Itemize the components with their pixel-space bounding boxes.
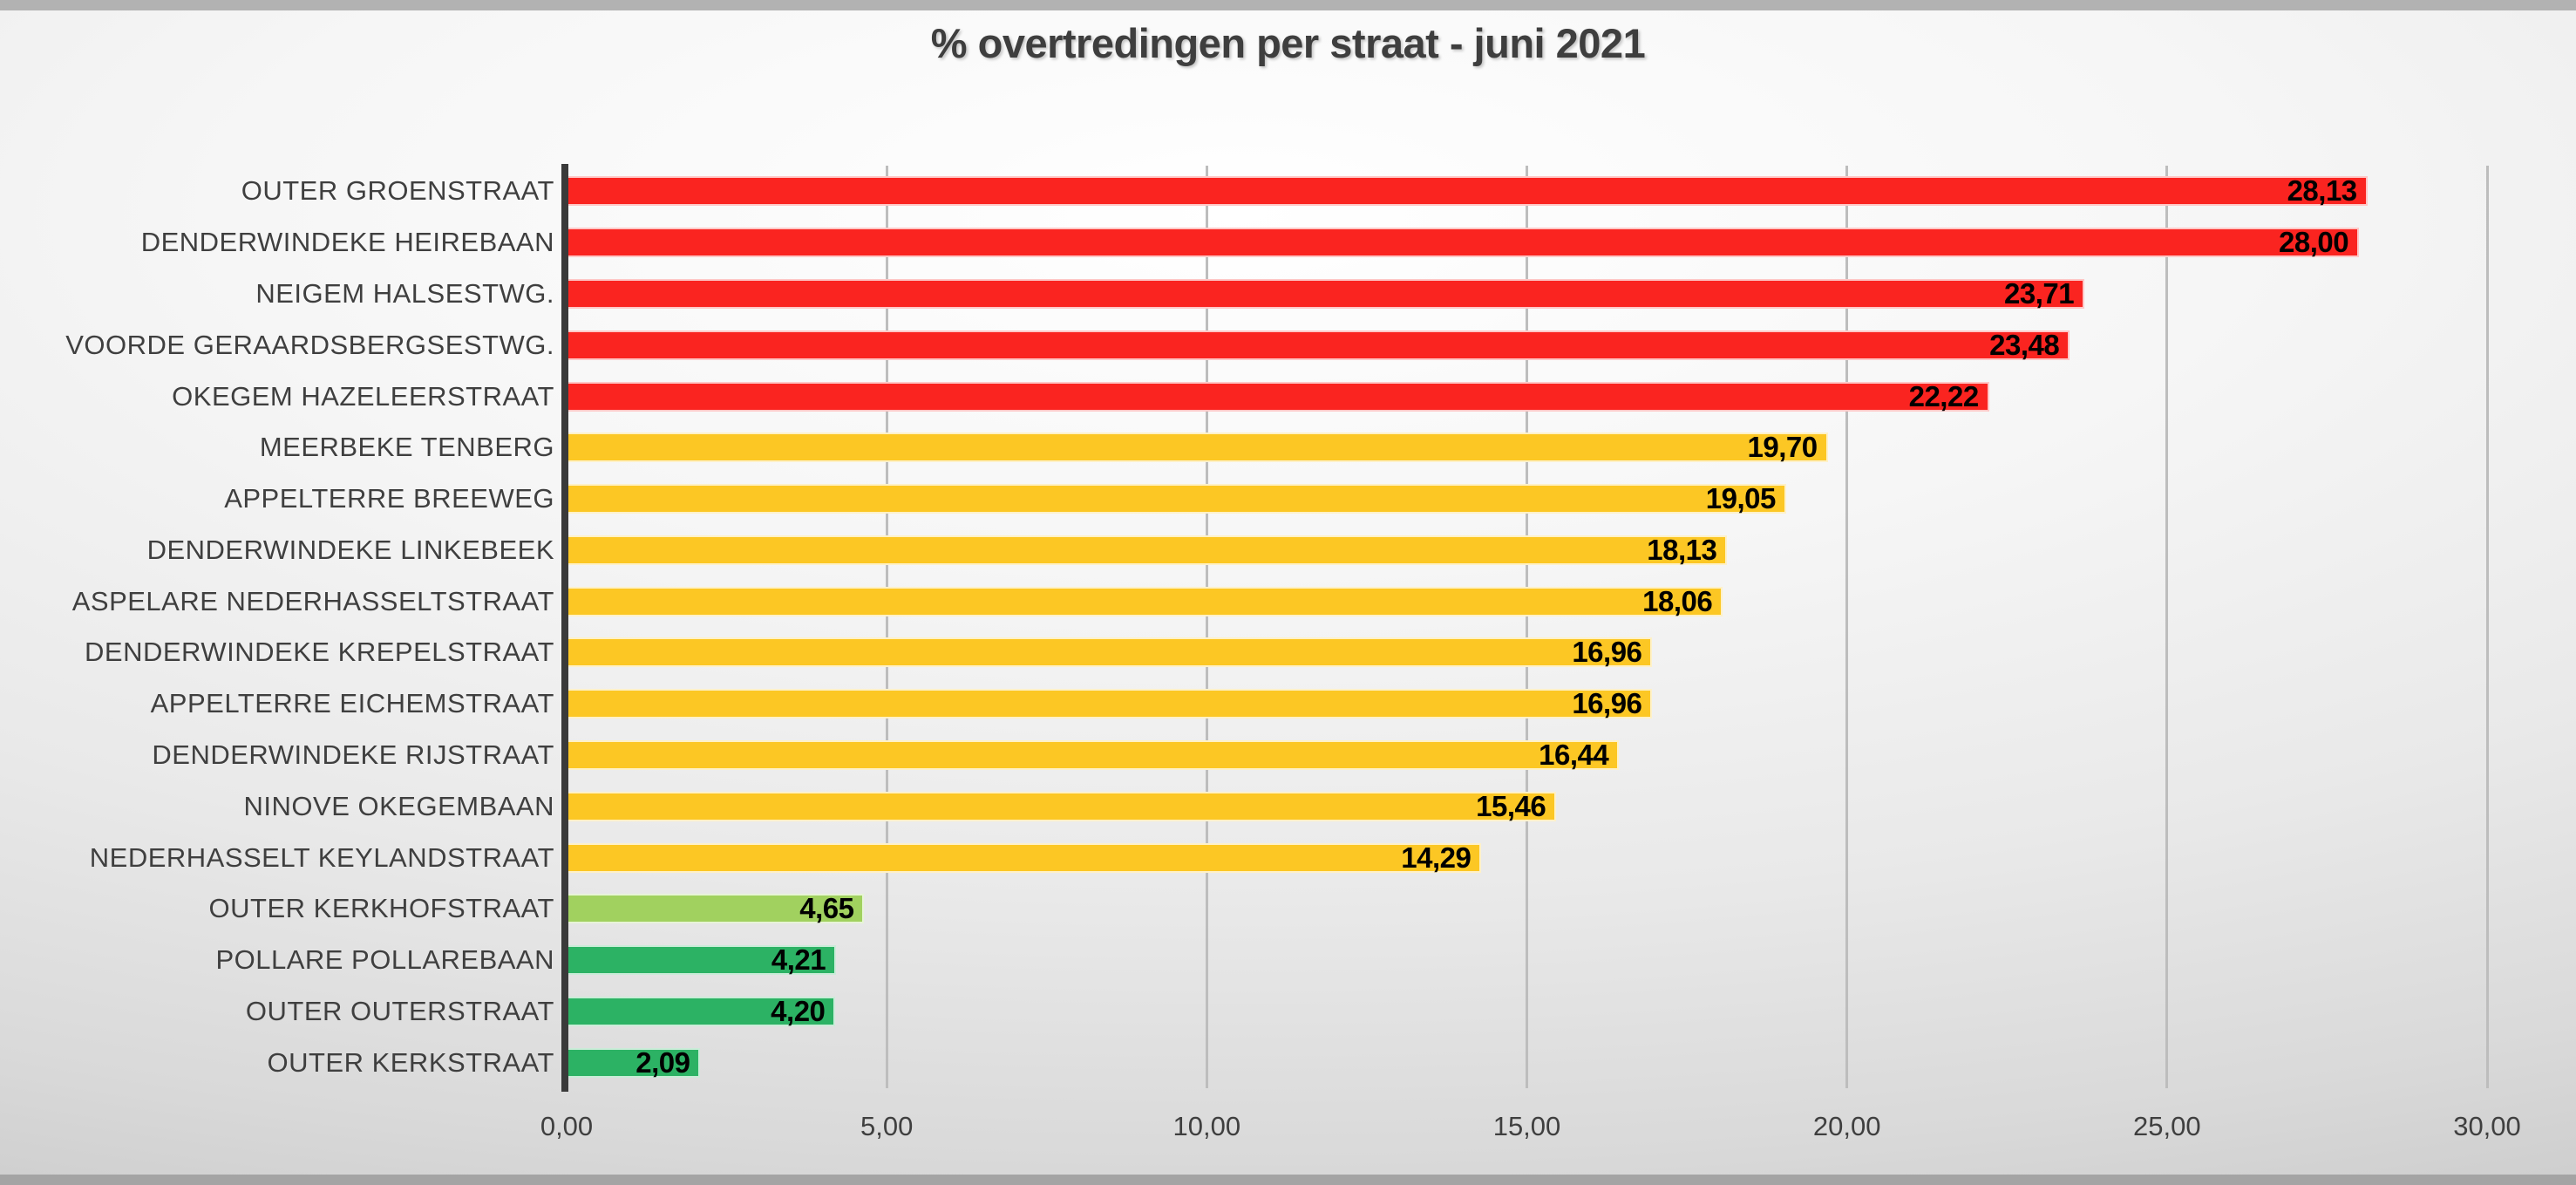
bar: 19,05 xyxy=(567,482,1786,515)
bar-value-label: 2,09 xyxy=(636,1045,690,1079)
x-axis-tick-label: 15,00 xyxy=(1492,1111,1561,1141)
bar: 4,65 xyxy=(567,892,865,925)
window-top-edge xyxy=(0,0,2576,10)
bar-value-label: 23,48 xyxy=(1989,328,2060,361)
bar: 18,13 xyxy=(567,533,1728,566)
bar: 28,00 xyxy=(567,226,2360,259)
bar-value-label: 16,96 xyxy=(1572,687,1642,720)
category-label: NEIGEM HALSESTWG. xyxy=(255,277,554,309)
bar: 16,44 xyxy=(567,738,1620,771)
bar-value-label: 16,44 xyxy=(1539,738,1609,771)
category-label: OUTER OUTERSTRAAT xyxy=(245,995,554,1026)
x-axis-tick-label: 30,00 xyxy=(2453,1111,2521,1141)
bar-value-label: 4,20 xyxy=(771,994,826,1027)
category-label: DENDERWINDEKE KREPELSTRAAT xyxy=(85,637,554,668)
x-axis-tick-label: 10,00 xyxy=(1172,1111,1241,1141)
category-label: DENDERWINDEKE RIJSTRAAT xyxy=(152,739,554,770)
category-label: OUTER KERKHOFSTRAAT xyxy=(208,893,554,924)
bar: 2,09 xyxy=(567,1045,701,1079)
bar: 19,70 xyxy=(567,431,1828,464)
y-axis-line xyxy=(561,164,568,1092)
category-label: APPELTERRE EICHEMSTRAAT xyxy=(150,688,554,719)
bar-value-label: 16,96 xyxy=(1572,636,1642,669)
category-label: APPELTERRE BREEWEG xyxy=(224,483,554,514)
bar: 28,13 xyxy=(567,174,2368,208)
category-label: DENDERWINDEKE HEIREBAAN xyxy=(140,227,554,258)
category-label: VOORDE GERAARDSBERGSESTWG. xyxy=(65,329,554,360)
bar-value-label: 18,06 xyxy=(1642,584,1713,617)
gridline xyxy=(1205,166,1208,1088)
category-label: OKEGEM HAZELEERSTRAAT xyxy=(172,380,554,412)
category-label: DENDERWINDEKE LINKEBEEK xyxy=(146,534,554,565)
bar-value-label: 4,65 xyxy=(799,892,854,925)
bar-value-label: 4,21 xyxy=(771,943,826,977)
bar-value-label: 15,46 xyxy=(1476,789,1546,822)
category-label: ASPELARE NEDERHASSELTSTRAAT xyxy=(71,585,554,616)
bar: 15,46 xyxy=(567,789,1557,822)
x-axis-tick-label: 0,00 xyxy=(540,1111,594,1141)
bar: 23,48 xyxy=(567,328,2070,361)
bar: 16,96 xyxy=(567,687,1653,720)
bar-value-label: 19,05 xyxy=(1705,482,1777,515)
bar-value-label: 14,29 xyxy=(1401,841,1472,874)
category-label: POLLARE POLLAREBAAN xyxy=(215,944,554,976)
chart-title: % overtredingen per straat - juni 2021 xyxy=(930,20,1646,66)
category-label: OUTER GROENSTRAAT xyxy=(241,175,554,207)
gridline xyxy=(2165,166,2169,1088)
x-axis-tick-label: 5,00 xyxy=(860,1111,914,1141)
category-label: MEERBEKE TENBERG xyxy=(259,432,554,463)
gridline xyxy=(885,166,888,1088)
window-bottom-edge xyxy=(0,1175,2576,1185)
gridline xyxy=(2485,166,2489,1088)
bar: 18,06 xyxy=(567,584,1723,617)
bar: 4,20 xyxy=(567,994,836,1027)
bar: 14,29 xyxy=(567,841,1482,874)
bar: 23,71 xyxy=(567,276,2085,310)
bar: 22,22 xyxy=(567,379,1989,412)
category-label: NEDERHASSELT KEYLANDSTRAAT xyxy=(89,841,554,873)
bar-value-label: 18,13 xyxy=(1647,533,1717,566)
bar: 4,21 xyxy=(567,943,837,977)
bar-value-label: 22,22 xyxy=(1908,379,1980,412)
category-label: NINOVE OKEGEMBAAN xyxy=(243,790,554,821)
x-axis-tick-label: 25,00 xyxy=(2133,1111,2201,1141)
bar-value-label: 19,70 xyxy=(1747,431,1818,464)
bar: 16,96 xyxy=(567,636,1653,669)
bar-value-label: 23,71 xyxy=(2004,276,2075,310)
category-label: OUTER KERKSTRAAT xyxy=(267,1046,554,1078)
gridline xyxy=(1845,166,1849,1088)
gridline xyxy=(1526,166,1528,1088)
x-axis-tick-label: 20,00 xyxy=(1812,1111,1881,1141)
bar-value-label: 28,00 xyxy=(2279,226,2349,259)
bar-value-label: 28,13 xyxy=(2287,174,2358,208)
